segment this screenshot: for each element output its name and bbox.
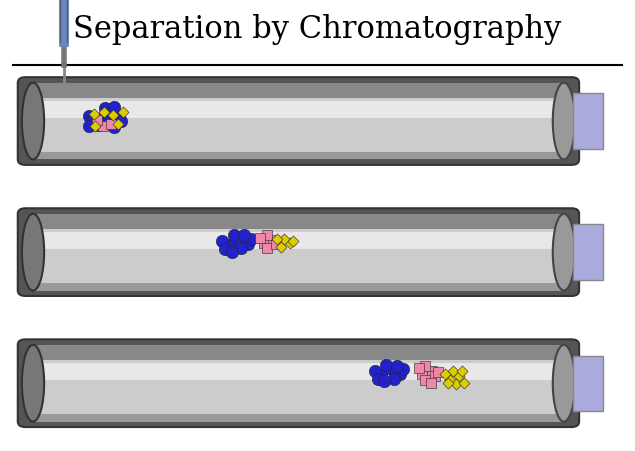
Point bbox=[220, 246, 231, 253]
Point bbox=[258, 240, 269, 247]
Point bbox=[84, 124, 94, 131]
Point bbox=[108, 112, 118, 119]
Ellipse shape bbox=[552, 83, 575, 160]
Point bbox=[457, 368, 467, 375]
Point bbox=[385, 366, 396, 373]
Point bbox=[268, 237, 278, 244]
Point bbox=[430, 373, 440, 380]
Point bbox=[229, 232, 239, 239]
Point bbox=[217, 238, 227, 245]
Point bbox=[224, 242, 234, 249]
Point bbox=[439, 370, 450, 377]
Bar bbox=[573, 94, 603, 149]
Point bbox=[227, 249, 237, 256]
Point bbox=[398, 366, 408, 373]
Point bbox=[109, 124, 119, 131]
Point bbox=[262, 244, 272, 252]
Point bbox=[454, 373, 464, 380]
Point bbox=[417, 371, 427, 378]
Point bbox=[389, 375, 399, 382]
Bar bbox=[36, 233, 561, 249]
Point bbox=[98, 124, 108, 131]
Point bbox=[414, 365, 424, 372]
Point bbox=[100, 106, 110, 113]
Point bbox=[255, 235, 265, 242]
Point bbox=[443, 379, 453, 387]
Point bbox=[103, 120, 113, 127]
Point bbox=[420, 363, 431, 370]
Bar bbox=[34, 152, 563, 160]
Point bbox=[103, 110, 113, 117]
Point bbox=[451, 381, 461, 388]
Point bbox=[93, 116, 104, 123]
Point bbox=[376, 372, 386, 379]
Bar bbox=[34, 91, 563, 152]
Bar bbox=[34, 283, 563, 291]
Bar bbox=[34, 345, 563, 360]
Point bbox=[381, 361, 391, 368]
FancyBboxPatch shape bbox=[18, 340, 579, 427]
Point bbox=[233, 236, 243, 244]
Ellipse shape bbox=[552, 214, 575, 291]
Point bbox=[92, 117, 102, 124]
Point bbox=[444, 376, 455, 383]
Bar bbox=[36, 364, 561, 380]
Point bbox=[379, 377, 389, 385]
FancyBboxPatch shape bbox=[18, 78, 579, 166]
Point bbox=[276, 244, 286, 251]
Bar bbox=[573, 356, 603, 411]
Ellipse shape bbox=[22, 214, 44, 291]
Point bbox=[90, 123, 100, 130]
Point bbox=[84, 113, 94, 120]
Point bbox=[395, 371, 405, 378]
Point bbox=[236, 245, 246, 252]
Bar bbox=[573, 225, 603, 280]
Bar bbox=[34, 414, 563, 422]
Point bbox=[279, 235, 289, 243]
Point bbox=[116, 118, 126, 125]
Point bbox=[448, 368, 458, 375]
Bar bbox=[34, 214, 563, 230]
Point bbox=[288, 238, 298, 245]
Ellipse shape bbox=[552, 345, 575, 422]
Point bbox=[392, 363, 402, 370]
Point bbox=[427, 367, 437, 374]
Point bbox=[113, 121, 123, 128]
Point bbox=[425, 380, 436, 387]
Bar bbox=[34, 222, 563, 283]
Point bbox=[109, 105, 119, 112]
Point bbox=[246, 235, 256, 243]
Point bbox=[112, 115, 123, 122]
Bar bbox=[34, 353, 563, 414]
Ellipse shape bbox=[22, 345, 44, 422]
Point bbox=[89, 111, 99, 119]
Point bbox=[285, 240, 295, 247]
Bar bbox=[34, 83, 563, 99]
Point bbox=[106, 121, 116, 128]
Point bbox=[93, 122, 104, 129]
Point bbox=[459, 379, 469, 387]
Point bbox=[87, 118, 97, 125]
Bar bbox=[36, 102, 561, 119]
Ellipse shape bbox=[22, 83, 44, 160]
Point bbox=[370, 368, 380, 375]
Point bbox=[420, 377, 431, 384]
Point bbox=[117, 109, 128, 116]
Point bbox=[262, 232, 272, 239]
Point bbox=[373, 375, 383, 382]
Text: Separation by Chromatography: Separation by Chromatography bbox=[73, 14, 562, 45]
FancyBboxPatch shape bbox=[18, 209, 579, 296]
Point bbox=[271, 241, 281, 249]
Point bbox=[239, 232, 250, 239]
Point bbox=[433, 368, 443, 376]
Point bbox=[272, 235, 283, 243]
Point bbox=[98, 109, 109, 116]
Point bbox=[243, 241, 253, 248]
